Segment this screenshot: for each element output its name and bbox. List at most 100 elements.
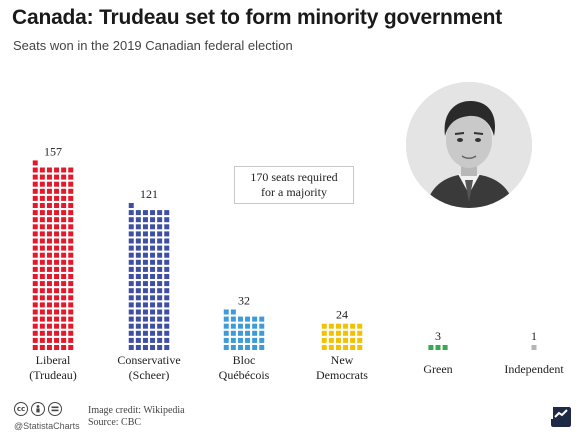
seat-square bbox=[343, 330, 349, 336]
seat-square bbox=[68, 195, 74, 201]
seat-square bbox=[164, 266, 170, 272]
value-label-liberal-trudeau: 157 bbox=[44, 144, 62, 158]
seat-square bbox=[164, 224, 170, 230]
seat-square bbox=[223, 337, 229, 343]
seat-square bbox=[245, 323, 251, 329]
seat-square bbox=[39, 167, 45, 173]
attribution-icon bbox=[31, 402, 45, 416]
seat-square bbox=[32, 302, 38, 308]
seat-square bbox=[54, 274, 60, 279]
seat-square bbox=[142, 274, 148, 279]
seat-square bbox=[54, 288, 60, 294]
seat-square bbox=[142, 245, 148, 251]
seat-square bbox=[68, 302, 74, 308]
seat-square bbox=[135, 288, 141, 294]
seat-square bbox=[157, 245, 163, 251]
seat-square bbox=[164, 210, 170, 216]
seat-square bbox=[39, 281, 45, 287]
seat-square bbox=[164, 323, 170, 329]
seat-square bbox=[259, 337, 265, 343]
seat-square bbox=[157, 330, 163, 336]
seat-square bbox=[135, 337, 141, 343]
seat-square bbox=[142, 288, 148, 294]
seat-square bbox=[135, 238, 141, 244]
seat-square bbox=[150, 245, 156, 251]
seat-square bbox=[54, 181, 60, 187]
seat-square bbox=[164, 238, 170, 244]
seat-square bbox=[135, 345, 141, 350]
category-label-new-democrats: New Democrats bbox=[316, 353, 368, 382]
no-derivatives-icon bbox=[48, 402, 62, 416]
portrait-photo bbox=[406, 82, 532, 208]
seat-square bbox=[46, 217, 52, 223]
seat-square bbox=[142, 295, 148, 301]
seat-square bbox=[223, 323, 229, 329]
seat-square bbox=[32, 252, 38, 258]
seat-square bbox=[54, 330, 60, 336]
seat-square bbox=[157, 337, 163, 343]
seat-square bbox=[54, 195, 60, 201]
seat-square bbox=[68, 238, 74, 244]
seat-square bbox=[531, 345, 537, 350]
seat-square bbox=[39, 266, 45, 272]
bar-independent bbox=[531, 345, 537, 350]
seat-square bbox=[142, 309, 148, 315]
seat-square bbox=[135, 295, 141, 301]
seat-square bbox=[61, 295, 67, 301]
category-label-conservative-scheer: Conservative (Scheer) bbox=[117, 353, 180, 382]
seat-square bbox=[61, 238, 67, 244]
seat-square bbox=[142, 302, 148, 308]
seat-square bbox=[61, 203, 67, 208]
seat-square bbox=[335, 323, 341, 329]
seat-square bbox=[32, 181, 38, 187]
seat-square bbox=[68, 224, 74, 230]
seat-square bbox=[68, 281, 74, 287]
seat-square bbox=[335, 345, 341, 350]
seat-square bbox=[237, 337, 243, 343]
seat-square bbox=[32, 210, 38, 216]
seat-square bbox=[328, 337, 334, 343]
seat-square bbox=[61, 181, 67, 187]
seat-square bbox=[135, 316, 141, 322]
seat-square bbox=[128, 316, 134, 322]
seat-square bbox=[68, 309, 74, 315]
seat-square bbox=[150, 302, 156, 308]
seat-square bbox=[135, 309, 141, 315]
license-icons: cc bbox=[14, 402, 62, 416]
seat-square bbox=[54, 167, 60, 173]
seat-square bbox=[223, 345, 229, 350]
seat-square bbox=[68, 188, 74, 194]
seat-square bbox=[135, 252, 141, 258]
seat-square bbox=[46, 195, 52, 201]
seat-square bbox=[32, 217, 38, 223]
seat-square bbox=[46, 203, 52, 208]
seat-square bbox=[259, 323, 265, 329]
seat-square bbox=[157, 323, 163, 329]
seat-square bbox=[135, 231, 141, 237]
seat-square bbox=[32, 266, 38, 272]
seat-square bbox=[54, 252, 60, 258]
seat-square bbox=[142, 330, 148, 336]
seat-square bbox=[39, 238, 45, 244]
seat-square bbox=[54, 224, 60, 230]
seat-square bbox=[343, 337, 349, 343]
seat-square bbox=[46, 302, 52, 308]
seat-square bbox=[68, 295, 74, 301]
chart-subtitle: Seats won in the 2019 Canadian federal e… bbox=[13, 38, 293, 53]
seat-square bbox=[54, 259, 60, 265]
seat-square bbox=[230, 345, 236, 350]
seat-square bbox=[68, 231, 74, 237]
seat-square bbox=[39, 181, 45, 187]
seat-square bbox=[61, 309, 67, 315]
bar-green bbox=[428, 345, 448, 350]
seat-square bbox=[157, 281, 163, 287]
seat-square bbox=[245, 337, 251, 343]
seat-square bbox=[350, 337, 356, 343]
seat-square bbox=[135, 245, 141, 251]
seat-square bbox=[252, 330, 258, 336]
seat-square bbox=[32, 224, 38, 230]
seat-square bbox=[39, 330, 45, 336]
seat-square bbox=[39, 231, 45, 237]
seat-square bbox=[54, 217, 60, 223]
seat-square bbox=[135, 224, 141, 230]
